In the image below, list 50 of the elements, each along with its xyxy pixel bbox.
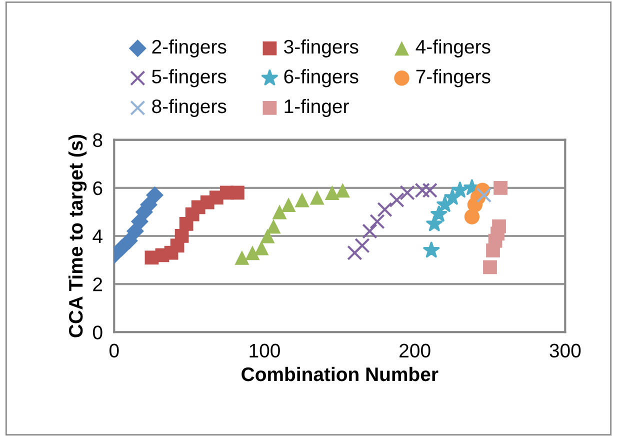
point: [347, 245, 362, 260]
point: [492, 219, 506, 234]
legend-label: 6-fingers: [284, 69, 358, 88]
x-tick-label: 100: [250, 344, 280, 358]
x-tick-label: 200: [400, 344, 430, 358]
point: [281, 197, 296, 212]
legend-label: 3-fingers: [284, 39, 358, 58]
point: [230, 186, 244, 200]
point: [423, 242, 440, 258]
point: [335, 183, 350, 198]
point: [354, 238, 370, 254]
point: [430, 206, 448, 222]
legend-label: 8-fingers: [152, 98, 226, 118]
y-tick-label: 4: [92, 230, 102, 244]
legend-label: 2-fingers: [152, 39, 226, 58]
y-tick-label: 0: [92, 326, 102, 340]
point: [254, 240, 269, 256]
x-tick-label: 0: [110, 344, 119, 358]
point: [483, 260, 497, 274]
legend-label: 1-finger: [284, 98, 349, 118]
point: [146, 186, 164, 204]
point: [370, 214, 385, 230]
point: [266, 219, 281, 234]
point: [422, 182, 438, 198]
legend-label: 7-fingers: [416, 69, 490, 88]
point: [389, 192, 404, 208]
x-tick-label: 300: [550, 344, 581, 358]
y-axis-title: CCA Time to target (s): [68, 134, 87, 338]
x-axis-title: Combination Number: [242, 366, 438, 382]
legend-label: 4-fingers: [416, 39, 490, 58]
point: [444, 188, 461, 205]
point: [120, 232, 138, 250]
point: [426, 215, 443, 232]
point: [476, 187, 492, 203]
legend-label: 5-fingers: [152, 69, 226, 88]
point: [310, 190, 324, 205]
point: [294, 192, 310, 208]
point: [260, 228, 275, 244]
point: [272, 204, 287, 220]
y-tick-label: 2: [93, 278, 102, 292]
point: [324, 185, 340, 200]
point: [377, 202, 392, 218]
point: [452, 182, 468, 198]
y-tick-label: 8: [93, 133, 102, 148]
point: [436, 196, 454, 212]
point: [234, 250, 250, 265]
point: [362, 224, 378, 239]
y-tick-label: 6: [93, 181, 102, 196]
point: [245, 246, 260, 260]
point: [494, 180, 508, 195]
